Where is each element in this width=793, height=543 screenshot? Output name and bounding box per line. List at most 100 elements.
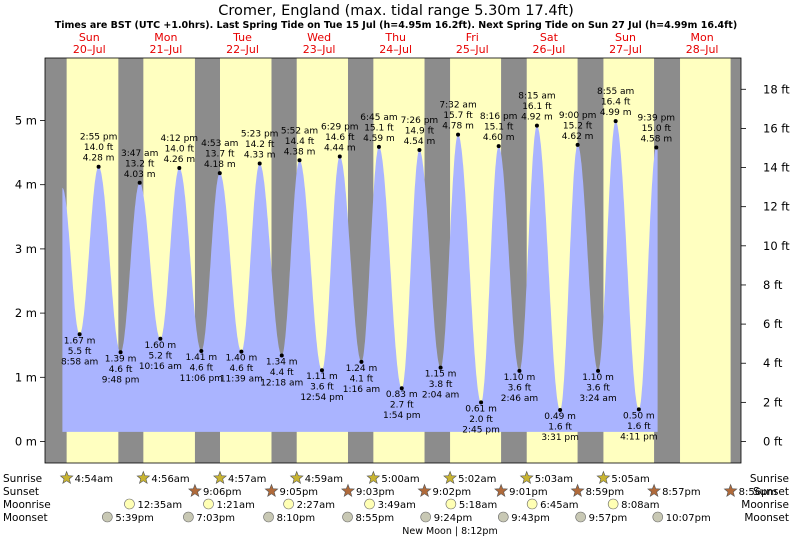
moonset-time: 10:07pm <box>666 513 711 524</box>
moonset-moon-icon <box>183 511 194 523</box>
day-name-label: Sat <box>540 31 559 44</box>
tide-point <box>376 144 381 149</box>
low-tide-label: 1.6 ft <box>548 423 572 433</box>
high-tide-label: 7:26 pm <box>401 116 439 126</box>
low-tide-label: 0.50 m <box>623 411 655 421</box>
low-tide-label: 1.67 m <box>64 336 96 346</box>
high-tide-label: 6:29 pm <box>321 122 359 132</box>
high-tide-label: 4.28 m <box>83 154 115 164</box>
high-tide-label: 15.0 ft <box>642 124 672 134</box>
daylight-band <box>680 58 731 463</box>
day-date-label: 28–Jul <box>686 43 719 56</box>
sunset-time: 8:57pm <box>662 487 701 498</box>
high-tide-label: 15.1 ft <box>484 123 514 133</box>
moonrise-moon-icon <box>283 498 294 510</box>
day-name-label: Fri <box>466 31 479 44</box>
sunset-star-icon <box>188 483 202 497</box>
moonset-time: 8:55pm <box>356 513 395 524</box>
day-name-label: Sun <box>79 31 100 44</box>
moonrise-time: 12:35am <box>137 500 182 511</box>
high-tide-label: 2:55 pm <box>80 133 118 143</box>
tide-point <box>297 158 302 163</box>
chart-title: Cromer, England (max. tidal range 5.30m … <box>218 3 574 19</box>
sunrise-time: 4:57am <box>228 474 266 485</box>
high-tide-label: 9:39 pm <box>638 113 676 123</box>
high-tide-label: 4.58 m <box>640 134 672 144</box>
sunset-row-label-right: Sunset <box>753 486 789 498</box>
sunset-time: 9:02pm <box>433 487 472 498</box>
low-tide-label: 1.41 m <box>185 353 217 363</box>
high-tide-label: 15.7 ft <box>443 111 473 121</box>
tide-point <box>279 353 284 358</box>
high-tide-label: 8:55 am <box>597 87 634 97</box>
tide-point <box>438 365 443 370</box>
tide-point <box>239 349 244 354</box>
y-right-tick-label: 14 ft <box>763 161 790 175</box>
high-tide-label: 14.6 ft <box>325 133 355 143</box>
low-tide-label: 0.83 m <box>386 390 418 400</box>
high-tide-label: 14.0 ft <box>165 145 195 155</box>
tide-point <box>558 408 563 413</box>
high-tide-label: 15.1 ft <box>364 123 394 133</box>
low-tide-label: 1.6 ft <box>627 422 651 432</box>
tide-point <box>654 145 659 150</box>
low-tide-label: 1.10 m <box>504 373 536 383</box>
y-left-tick-label: 3 m <box>15 242 37 256</box>
tide-point <box>217 171 222 176</box>
low-tide-label: 3.8 ft <box>429 380 453 390</box>
moon-phase-note: New Moon | 8:12pm <box>402 526 497 537</box>
day-name-label: Thu <box>384 31 406 44</box>
high-tide-label: 4.99 m <box>600 108 632 118</box>
low-tide-label: 4.4 ft <box>270 368 294 378</box>
sunset-time: 9:05pm <box>279 487 318 498</box>
day-date-label: 27–Jul <box>609 43 642 56</box>
day-date-label: 26–Jul <box>533 43 566 56</box>
sunset-star-icon <box>723 483 738 497</box>
sunrise-row-label-left: Sunrise <box>3 473 42 485</box>
low-tide-label: 1.40 m <box>226 354 258 364</box>
tide-point <box>257 161 262 166</box>
sunrise-star-icon <box>59 470 74 484</box>
high-tide-label: 5:23 pm <box>241 130 279 140</box>
tide-point <box>199 348 204 353</box>
sunrise-time: 5:00am <box>381 474 419 485</box>
y-right-tick-label: 16 ft <box>763 121 790 135</box>
y-left-tick-label: 2 m <box>15 306 37 320</box>
y-left-tick-label: 4 m <box>15 178 37 192</box>
low-tide-label: 0.49 m <box>544 412 576 422</box>
high-tide-label: 8:15 am <box>518 92 555 102</box>
y-right-tick-label: 8 ft <box>763 278 783 292</box>
low-tide-label: 1.11 m <box>306 372 338 382</box>
day-date-label: 24–Jul <box>379 43 412 56</box>
moonset-time: 5:39pm <box>115 513 154 524</box>
moonset-time: 7:03pm <box>196 513 235 524</box>
sunset-time: 9:03pm <box>356 487 395 498</box>
tide-point <box>77 332 82 337</box>
low-tide-label: 1.34 m <box>266 357 298 367</box>
low-tide-label: 3:24 am <box>579 394 616 404</box>
day-date-label: 20–Jul <box>73 43 106 56</box>
moonset-row-label-left: Moonset <box>3 512 48 524</box>
y-left-tick-label: 1 m <box>15 370 37 384</box>
low-tide-label: 2:46 am <box>501 394 538 404</box>
tide-point <box>177 166 182 171</box>
high-tide-label: 9:00 pm <box>559 111 597 121</box>
low-tide-label: 4.6 ft <box>109 365 133 375</box>
moonset-time: 9:43pm <box>511 513 550 524</box>
sunset-star-icon <box>570 483 585 497</box>
sun-moon-table: Sunrise Sunrise 4:54am 4:56am 4:57am 4:59am 5:… <box>3 470 789 537</box>
moonrise-moon-icon <box>364 498 375 510</box>
y-right-tick-label: 18 ft <box>763 82 790 96</box>
sunset-star-icon <box>494 483 509 497</box>
moonset-moon-icon <box>102 511 113 523</box>
moonset-time: 9:24pm <box>434 513 473 524</box>
low-tide-label: 8:58 am <box>61 357 98 367</box>
tide-point <box>319 368 324 373</box>
day-name-label: Mon <box>154 31 177 44</box>
sunrise-time: 5:02am <box>458 474 496 485</box>
sunset-star-icon <box>647 483 661 497</box>
tide-point <box>359 359 364 364</box>
high-tide-label: 6:45 am <box>360 113 397 123</box>
tide-point <box>613 119 618 124</box>
